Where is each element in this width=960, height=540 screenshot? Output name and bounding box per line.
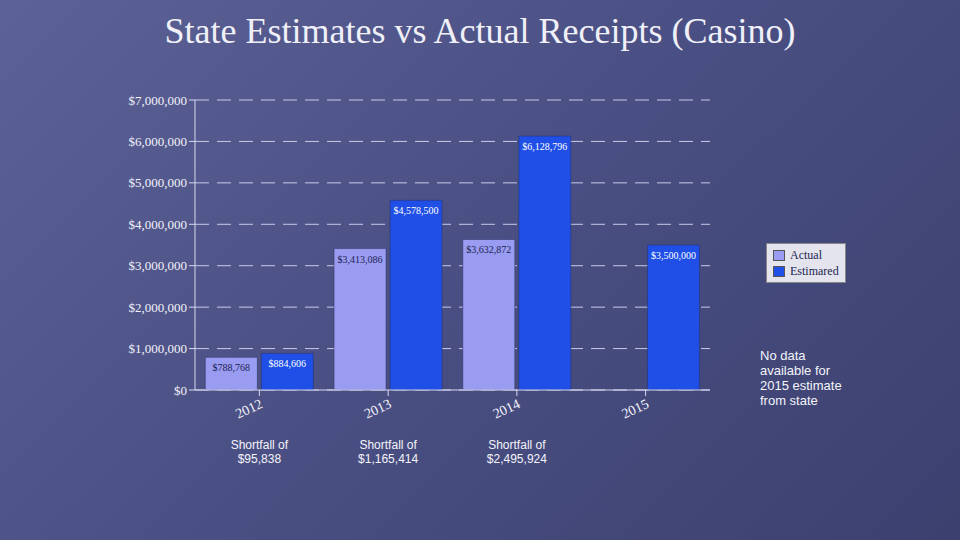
- svg-text:$3,413,086: $3,413,086: [338, 254, 383, 265]
- svg-text:$3,500,000: $3,500,000: [651, 250, 696, 261]
- svg-text:$5,000,000: $5,000,000: [129, 175, 188, 190]
- svg-text:$3,000,000: $3,000,000: [129, 258, 188, 273]
- svg-text:$6,128,796: $6,128,796: [522, 141, 567, 152]
- html-text:State Estimates vs Actual Rece: State Estimates vs Actual Receipts (Casi…: [164, 11, 796, 51]
- svg-text:2015: 2015: [619, 396, 651, 421]
- svg-text:$3,632,872: $3,632,872: [466, 244, 511, 255]
- svg-text:2013: 2013: [362, 396, 394, 421]
- svg-text:$0: $0: [174, 383, 187, 398]
- svg-text:2012: 2012: [233, 396, 265, 421]
- html-text:Shortfall of $95,838: Shortfall of $95,838: [230, 438, 289, 466]
- svg-text:$4,578,500: $4,578,500: [394, 205, 439, 216]
- html-text:Shortfall of $1,165,414: Shortfall of $1,165,414: [358, 438, 419, 466]
- html-text:Estimared: Estimared: [790, 264, 839, 278]
- html-text:Shortfall of $2,495,924: Shortfall of $2,495,924: [486, 438, 547, 466]
- svg-text:$1,000,000: $1,000,000: [129, 341, 188, 356]
- svg-text:2014: 2014: [491, 396, 523, 421]
- svg-text:$788,768: $788,768: [213, 362, 251, 373]
- html-text:No data available for 2015 est: No data available for 2015 estimate from…: [760, 348, 842, 408]
- svg-text:$884,606: $884,606: [269, 358, 307, 369]
- svg-text:$7,000,000: $7,000,000: [129, 93, 188, 108]
- svg-text:$2,000,000: $2,000,000: [129, 300, 188, 315]
- html-text:Actual: Actual: [790, 248, 822, 262]
- svg-text:$6,000,000: $6,000,000: [129, 134, 188, 149]
- svg-text:$4,000,000: $4,000,000: [129, 217, 188, 232]
